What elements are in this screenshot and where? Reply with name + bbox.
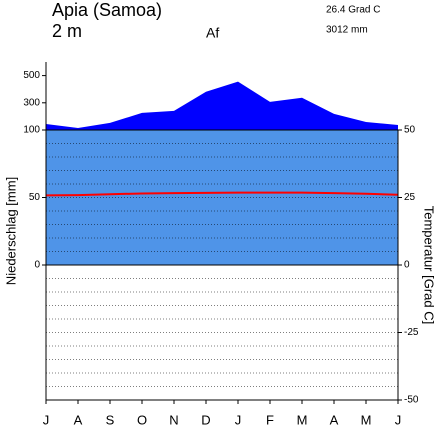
climate-class: Af xyxy=(206,25,219,41)
x-tick-label: J xyxy=(43,412,50,427)
x-tick-label: J xyxy=(235,412,242,427)
humid-area xyxy=(46,130,398,265)
x-tick-label: J xyxy=(395,412,402,427)
x-tick-label: D xyxy=(201,412,210,427)
x-tick-label: S xyxy=(106,412,115,427)
precipitation-area xyxy=(46,81,398,130)
x-tick-label: O xyxy=(137,412,147,427)
y2-axis-label: Temperatur [Grad C] xyxy=(422,206,437,325)
x-tick-label: M xyxy=(297,412,308,427)
y2-tick-label: 0 xyxy=(404,260,410,271)
y2-tick-label: 25 xyxy=(404,192,416,203)
y-tick-label: 100 xyxy=(23,125,40,136)
altitude: 2 m xyxy=(52,21,82,41)
y2-tick-label: 50 xyxy=(404,125,416,136)
chart-title: Apia (Samoa) xyxy=(52,0,162,20)
mean-temperature: 26.4 Grad C xyxy=(326,5,380,16)
y2-tick-label: -50 xyxy=(404,395,419,406)
x-tick-label: N xyxy=(169,412,178,427)
temperature-line xyxy=(45,191,399,197)
x-tick-label: A xyxy=(330,412,339,427)
y-tick-label: 50 xyxy=(29,192,41,203)
x-tick-label: A xyxy=(74,412,83,427)
y-tick-label: 300 xyxy=(23,97,40,108)
y-axis-label: Niederschlag [mm] xyxy=(3,177,18,285)
x-tick-label: M xyxy=(361,412,372,427)
y-tick-label: 0 xyxy=(34,260,40,271)
x-tick-label: F xyxy=(266,412,274,427)
y2-tick-label: -25 xyxy=(404,327,419,338)
y-tick-label: 500 xyxy=(23,70,40,81)
annual-precipitation: 3012 mm xyxy=(326,25,368,36)
